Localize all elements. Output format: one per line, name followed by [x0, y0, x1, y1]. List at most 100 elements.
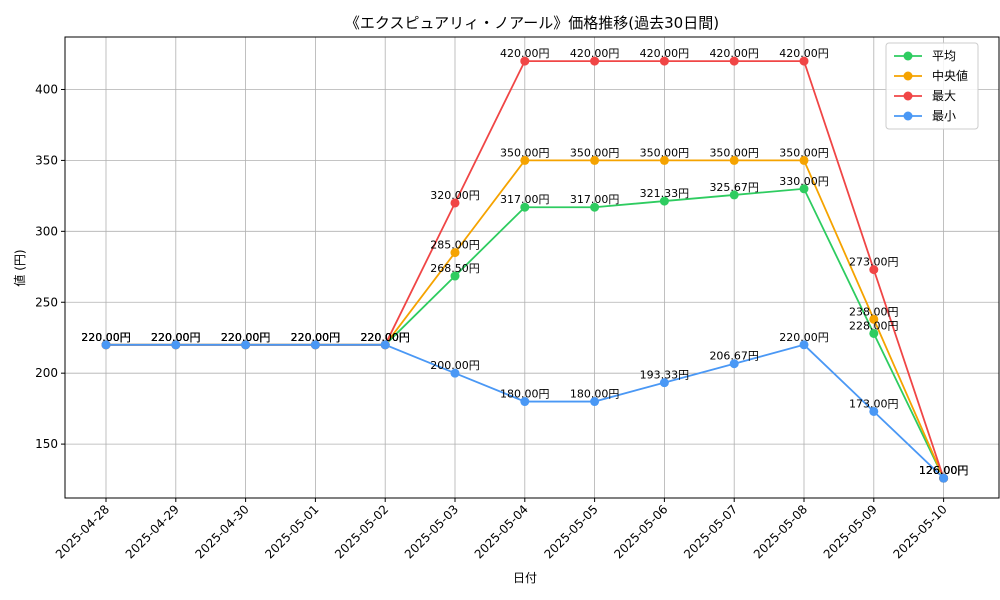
data-label-layer: 220.00円 220.00円 220.00円 220.00円 220.00円 268.5… — [81, 47, 968, 477]
data-label: 173.00円 — [849, 397, 899, 410]
data-point — [659, 378, 669, 388]
data-point — [590, 202, 600, 212]
y-tick-label: 350 — [35, 153, 58, 167]
data-label: 317.00円 — [500, 193, 550, 206]
data-point — [939, 473, 949, 483]
data-label: 180.00円 — [500, 388, 550, 401]
data-point — [869, 265, 879, 275]
data-label: 220.00円 — [81, 331, 131, 344]
data-label: 180.00円 — [570, 388, 620, 401]
data-point — [310, 340, 320, 350]
data-point — [869, 314, 879, 324]
data-label: 228.00円 — [849, 319, 899, 332]
y-tick-layer: 150 200 250 300 350 400 — [35, 82, 65, 451]
x-tick-layer: 2025-04-28 2025-04-29 2025-04-30 2025-05-01… — [53, 498, 950, 561]
data-label: 220.00円 — [151, 331, 201, 344]
data-label: 420.00円 — [500, 47, 550, 60]
data-label: 206.67円 — [709, 350, 759, 363]
y-tick-label: 150 — [35, 437, 58, 451]
data-label: 220.00円 — [291, 331, 341, 344]
y-axis-label: 値 (円) — [12, 249, 27, 286]
data-label: 220.00円 — [151, 331, 201, 344]
x-tick-label: 2025-05-05 — [542, 502, 601, 561]
data-point — [869, 328, 879, 338]
data-point — [450, 271, 460, 281]
data-label: 317.00円 — [570, 193, 620, 206]
x-tick-label: 2025-05-04 — [472, 502, 531, 561]
plot-frame — [64, 36, 1000, 499]
x-tick-label: 2025-05-01 — [262, 502, 321, 561]
data-label: 220.00円 — [221, 331, 271, 344]
data-label: 330.00円 — [779, 175, 829, 188]
x-tick-label: 2025-05-09 — [821, 502, 880, 561]
data-point — [659, 155, 669, 165]
data-label: 420.00円 — [570, 47, 620, 60]
legend-label: 平均 — [932, 49, 956, 63]
data-label: 220.00円 — [360, 331, 410, 344]
x-tick-label: 2025-05-06 — [611, 502, 670, 561]
data-point — [729, 359, 739, 369]
data-point — [659, 56, 669, 66]
data-point — [799, 184, 809, 194]
data-point — [659, 196, 669, 206]
x-tick-label: 2025-04-30 — [193, 502, 252, 561]
data-label: 420.00円 — [709, 47, 759, 60]
data-label: 321.33円 — [640, 187, 690, 200]
data-label: 220.00円 — [291, 331, 341, 344]
data-point — [101, 340, 111, 350]
data-label: 420.00円 — [779, 47, 829, 60]
data-label: 320.00円 — [430, 189, 480, 202]
data-label: 285.00円 — [430, 239, 480, 252]
data-label: 220.00円 — [81, 331, 131, 344]
series-layer — [101, 56, 949, 483]
data-point — [241, 340, 251, 350]
y-tick-label: 250 — [35, 295, 58, 309]
data-label: 126.00円 — [919, 464, 969, 477]
legend-swatch-marker — [903, 51, 913, 61]
y-tick-label: 200 — [35, 366, 58, 380]
data-point — [450, 248, 460, 258]
data-label: 220.00円 — [221, 331, 271, 344]
x-tick-label: 2025-05-10 — [891, 502, 950, 561]
data-point — [729, 56, 739, 66]
data-label: 220.00円 — [81, 331, 131, 344]
data-label: 220.00円 — [360, 331, 410, 344]
legend-label: 最大 — [932, 89, 956, 103]
legend-swatch-marker — [903, 71, 913, 81]
data-label: 220.00円 — [360, 331, 410, 344]
data-label: 220.00円 — [221, 331, 271, 344]
data-point — [799, 155, 809, 165]
x-tick-label: 2025-05-02 — [332, 502, 391, 561]
data-point — [799, 340, 809, 350]
y-tick-label: 300 — [35, 224, 58, 238]
data-label: 220.00円 — [221, 331, 271, 344]
data-point — [729, 190, 739, 200]
data-label: 350.00円 — [570, 146, 620, 159]
data-point — [520, 56, 530, 66]
data-label: 350.00円 — [779, 146, 829, 159]
legend-label: 中央値 — [932, 68, 968, 83]
data-label: 220.00円 — [151, 331, 201, 344]
data-label: 220.00円 — [81, 331, 131, 344]
data-label: 350.00円 — [709, 146, 759, 159]
data-label: 220.00円 — [291, 331, 341, 344]
data-point — [171, 340, 181, 350]
data-label: 238.00円 — [849, 305, 899, 318]
data-label: 126.00円 — [919, 464, 969, 477]
data-label: 325.67円 — [709, 181, 759, 194]
x-tick-label: 2025-05-07 — [681, 502, 740, 561]
data-point — [590, 56, 600, 66]
x-tick-label: 2025-05-03 — [402, 502, 461, 561]
data-label: 273.00円 — [849, 256, 899, 269]
legend-label: 最小 — [932, 109, 956, 123]
data-point — [450, 198, 460, 208]
data-label: 220.00円 — [779, 331, 829, 344]
data-label: 268.50円 — [430, 262, 480, 275]
chart-title: 《エクスピュアリィ・ノアール》価格推移(過去30日間) — [345, 14, 719, 32]
data-point — [520, 155, 530, 165]
data-label: 220.00円 — [291, 331, 341, 344]
data-point — [729, 155, 739, 165]
data-point — [799, 56, 809, 66]
